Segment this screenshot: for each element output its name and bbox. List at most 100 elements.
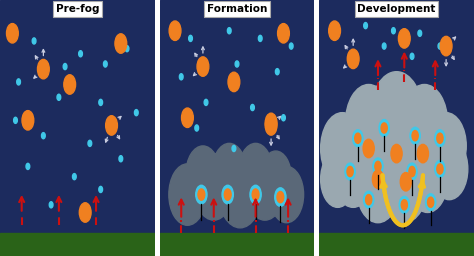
Circle shape — [320, 151, 355, 207]
Circle shape — [365, 195, 372, 205]
Circle shape — [430, 138, 468, 200]
Circle shape — [347, 166, 353, 177]
Circle shape — [219, 156, 262, 228]
Circle shape — [79, 51, 82, 57]
Circle shape — [245, 154, 285, 220]
Circle shape — [179, 74, 183, 80]
Circle shape — [333, 141, 374, 207]
Bar — [319, 233, 474, 256]
Circle shape — [435, 130, 445, 147]
Circle shape — [198, 189, 205, 200]
Circle shape — [320, 113, 364, 184]
Circle shape — [26, 163, 30, 169]
Circle shape — [169, 164, 206, 225]
Circle shape — [252, 189, 259, 200]
Circle shape — [228, 72, 240, 92]
Circle shape — [73, 174, 76, 180]
Circle shape — [410, 53, 414, 59]
Circle shape — [278, 24, 289, 43]
Circle shape — [258, 35, 262, 41]
Circle shape — [373, 158, 383, 175]
Circle shape — [251, 104, 255, 111]
Circle shape — [57, 94, 61, 100]
Circle shape — [197, 57, 209, 76]
Circle shape — [49, 202, 53, 208]
Circle shape — [119, 156, 123, 162]
Circle shape — [37, 59, 49, 79]
Circle shape — [364, 191, 374, 208]
Circle shape — [426, 113, 466, 179]
Circle shape — [63, 63, 67, 70]
Circle shape — [195, 125, 199, 131]
Circle shape — [14, 117, 18, 123]
Circle shape — [383, 43, 386, 49]
Circle shape — [399, 29, 410, 48]
Circle shape — [381, 123, 387, 133]
Circle shape — [103, 61, 107, 67]
Circle shape — [375, 161, 381, 172]
Circle shape — [204, 99, 208, 105]
Circle shape — [182, 108, 193, 127]
Circle shape — [347, 49, 359, 69]
Circle shape — [418, 30, 422, 36]
Bar — [160, 233, 314, 256]
Circle shape — [64, 75, 75, 94]
Circle shape — [196, 185, 207, 204]
Circle shape — [440, 36, 452, 56]
Circle shape — [426, 194, 436, 211]
Bar — [0, 233, 155, 256]
Circle shape — [275, 69, 279, 75]
Circle shape — [379, 120, 389, 136]
Circle shape — [42, 133, 45, 139]
Circle shape — [32, 38, 36, 44]
Circle shape — [407, 163, 417, 180]
Circle shape — [235, 61, 239, 67]
Circle shape — [22, 111, 34, 130]
Circle shape — [250, 185, 261, 204]
Circle shape — [401, 84, 447, 161]
Circle shape — [353, 130, 363, 147]
Circle shape — [277, 191, 284, 203]
Circle shape — [79, 203, 91, 222]
Circle shape — [345, 163, 355, 180]
Circle shape — [381, 146, 428, 223]
Circle shape — [417, 144, 428, 163]
Circle shape — [364, 23, 367, 29]
Circle shape — [212, 143, 246, 200]
Circle shape — [370, 72, 423, 159]
Circle shape — [328, 21, 340, 40]
Circle shape — [238, 143, 273, 200]
Circle shape — [346, 84, 392, 161]
Circle shape — [265, 113, 277, 133]
Circle shape — [392, 28, 395, 34]
Circle shape — [88, 140, 91, 146]
Circle shape — [410, 127, 420, 144]
Circle shape — [428, 197, 434, 207]
Text: Development: Development — [357, 4, 436, 14]
Circle shape — [224, 189, 231, 200]
Circle shape — [391, 144, 402, 163]
Circle shape — [409, 166, 415, 177]
Circle shape — [348, 53, 352, 59]
Circle shape — [115, 34, 127, 53]
Circle shape — [193, 154, 234, 220]
Circle shape — [437, 164, 443, 174]
Text: Pre-fog: Pre-fog — [56, 4, 99, 14]
Circle shape — [106, 116, 118, 135]
Circle shape — [363, 139, 374, 158]
Circle shape — [222, 185, 233, 204]
Circle shape — [232, 145, 236, 152]
Circle shape — [135, 110, 138, 116]
Circle shape — [99, 99, 102, 105]
Circle shape — [435, 161, 445, 177]
Circle shape — [125, 46, 129, 52]
Circle shape — [401, 200, 407, 210]
Circle shape — [186, 146, 220, 202]
Circle shape — [438, 43, 442, 49]
Circle shape — [437, 133, 443, 143]
Circle shape — [399, 196, 410, 213]
Circle shape — [373, 170, 383, 188]
Circle shape — [260, 151, 291, 202]
Circle shape — [412, 131, 418, 141]
Circle shape — [17, 79, 20, 85]
